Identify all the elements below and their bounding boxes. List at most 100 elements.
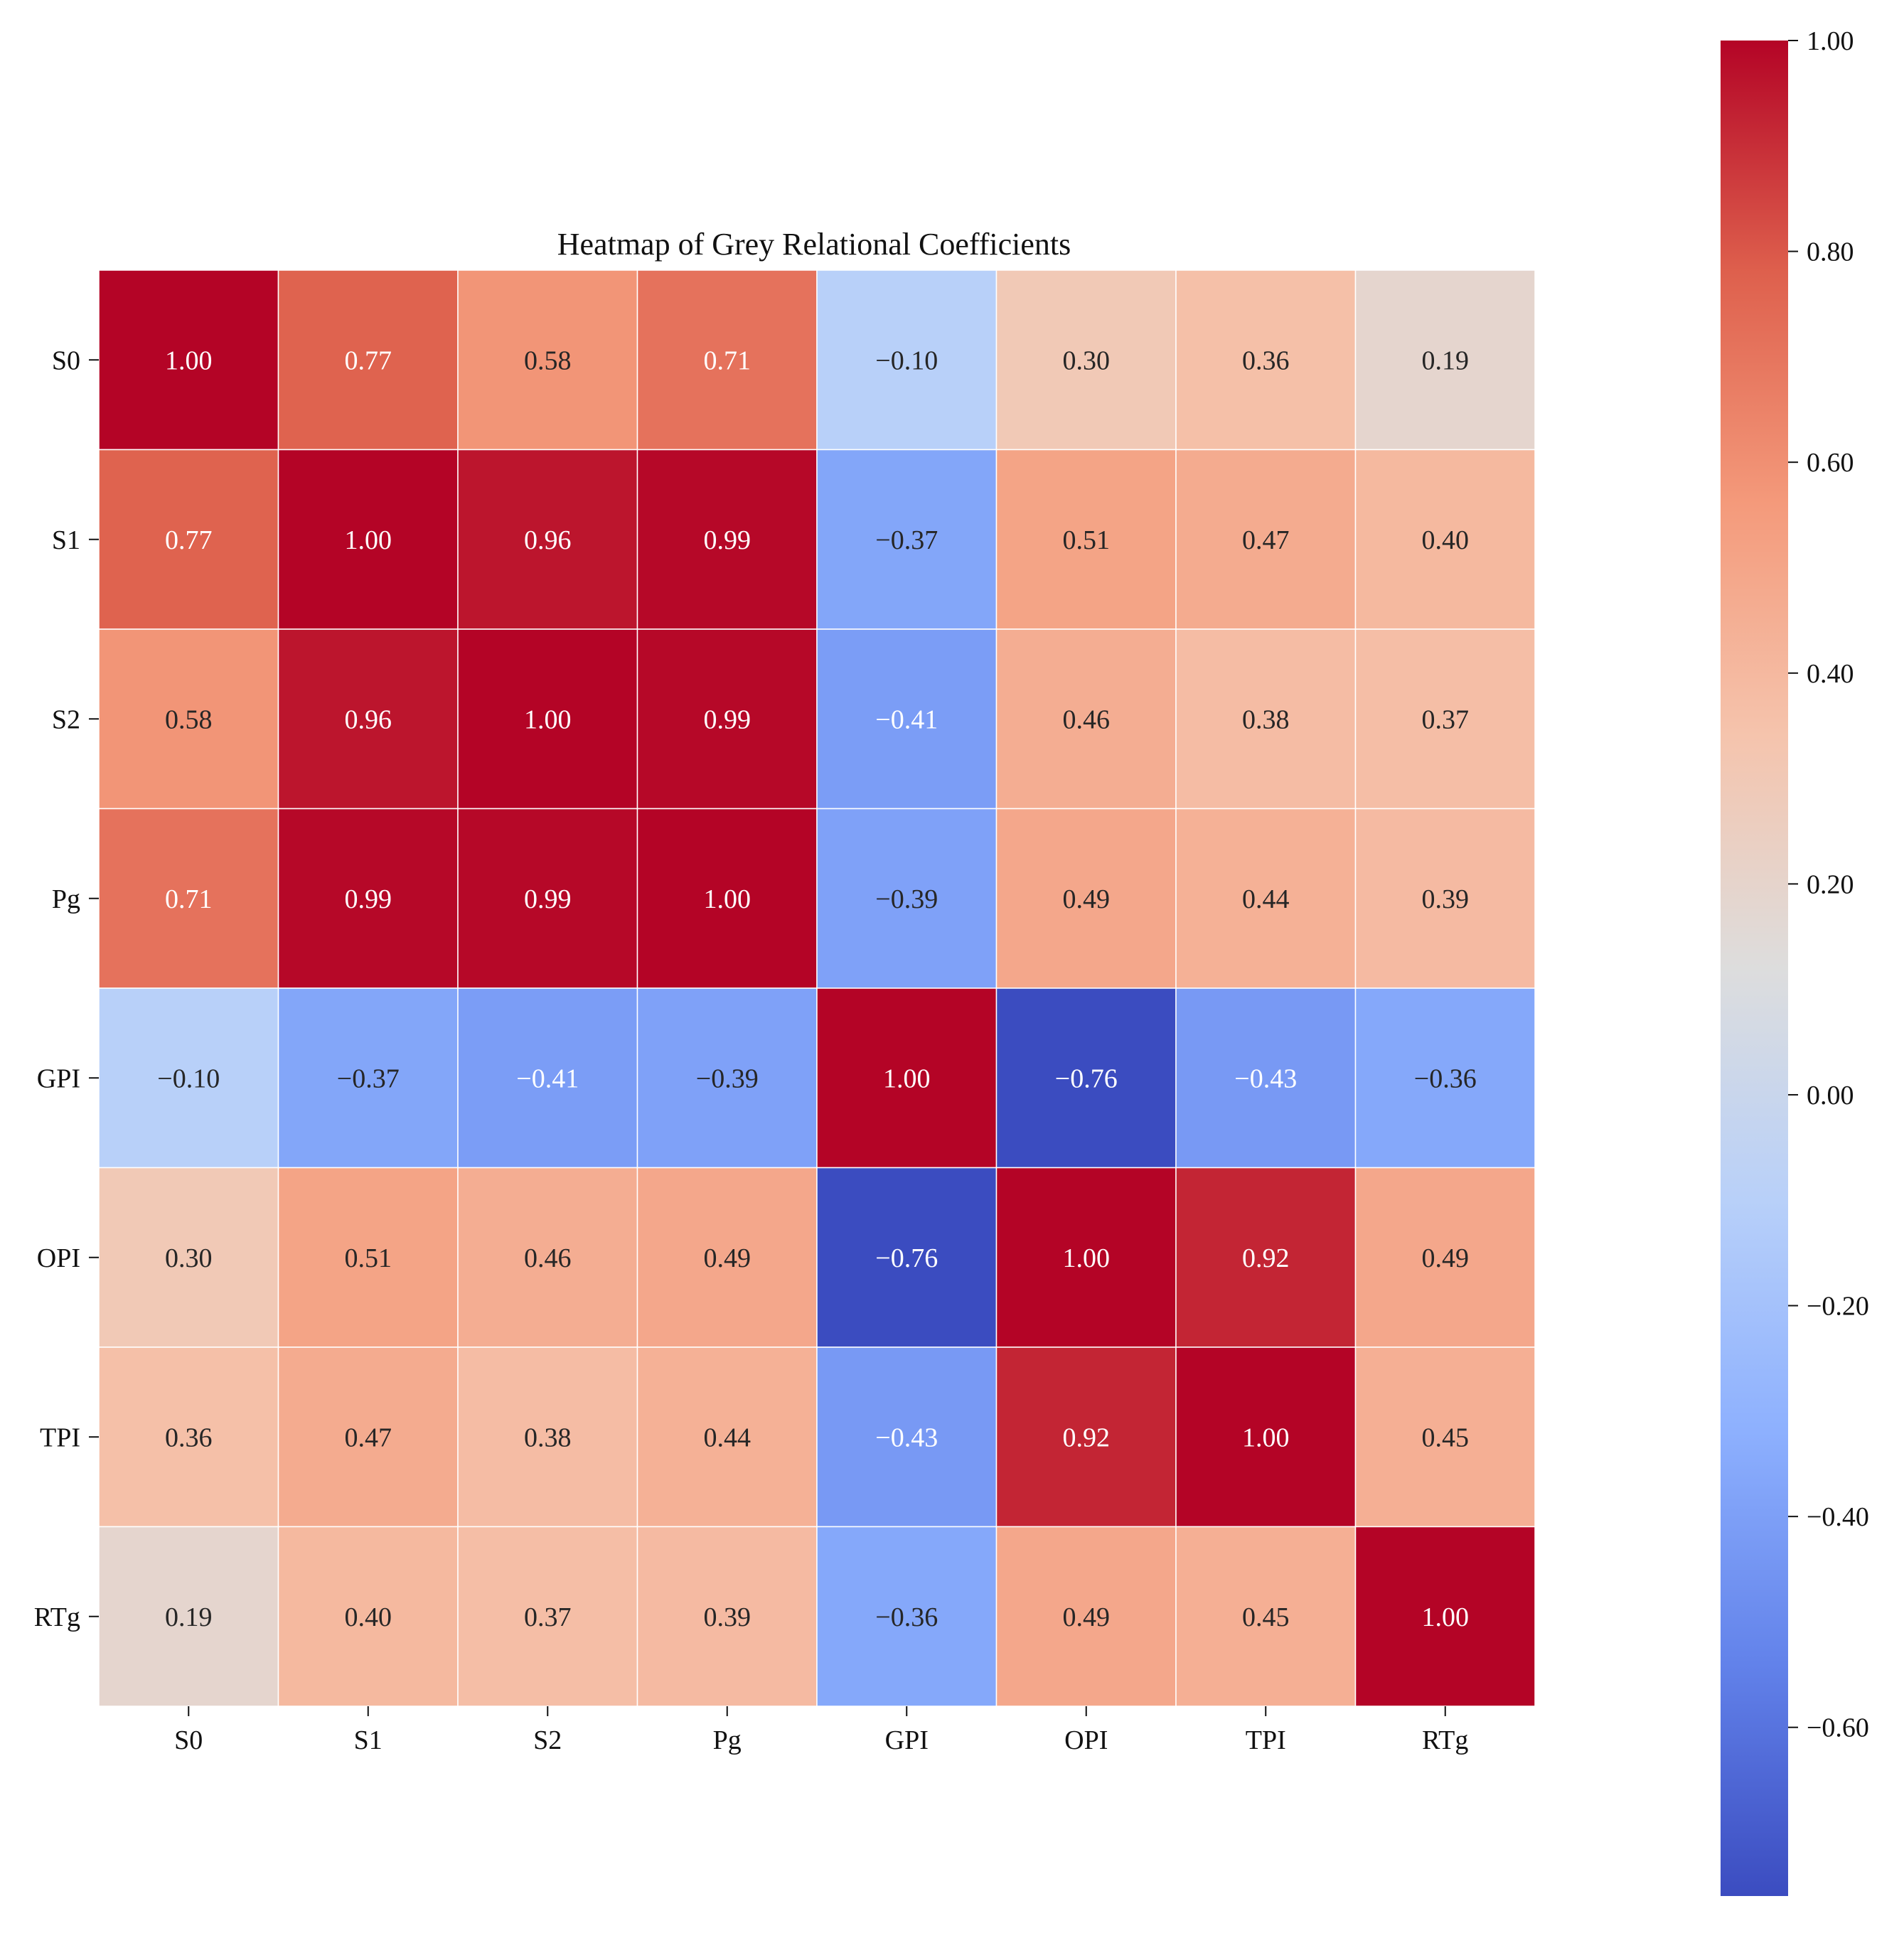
heatmap-cell bbox=[1354, 628, 1536, 810]
row-tick-label: RTg bbox=[34, 1602, 80, 1632]
heatmap-cell bbox=[457, 628, 638, 810]
cell-value-label: 1.00 bbox=[524, 705, 572, 734]
cell-value-label: −0.43 bbox=[875, 1423, 938, 1452]
cell-value-label: 1.00 bbox=[165, 346, 213, 375]
cell-value-label: 0.92 bbox=[1242, 1243, 1290, 1273]
heatmap-cell bbox=[816, 1346, 998, 1528]
heatmap-cell bbox=[277, 1167, 459, 1348]
column-tick-label: S1 bbox=[354, 1725, 383, 1755]
cell-value-label: −0.36 bbox=[875, 1602, 938, 1632]
cell-value-label: 0.49 bbox=[1063, 884, 1111, 914]
heatmap-cell bbox=[277, 628, 459, 810]
heatmap-cell bbox=[816, 269, 998, 451]
colorbar-tick-label: 0.60 bbox=[1807, 448, 1854, 478]
cell-value-label: 0.58 bbox=[165, 705, 213, 734]
cell-value-label: 0.51 bbox=[345, 1243, 392, 1273]
colorbar: 1.00 0.80 0.60 0.40 0.20 0.00 −0.20 −0.40 −0.60 bbox=[1721, 26, 1869, 1896]
heatmap-cell bbox=[1354, 1167, 1536, 1348]
cell-value-label: −0.41 bbox=[875, 705, 938, 734]
cell-value-label: 0.58 bbox=[524, 346, 572, 375]
cell-value-label: 0.39 bbox=[704, 1602, 752, 1632]
cell-value-label: 0.40 bbox=[1422, 525, 1470, 555]
heatmap-cell bbox=[98, 808, 279, 989]
column-tick-label: OPI bbox=[1064, 1725, 1108, 1755]
cell-value-label: 0.19 bbox=[1422, 346, 1470, 375]
heatmap-cell bbox=[98, 628, 279, 810]
cell-value-label: 0.40 bbox=[345, 1602, 392, 1632]
cell-value-label: 1.00 bbox=[345, 525, 392, 555]
colorbar-tick-label: 0.00 bbox=[1807, 1081, 1854, 1110]
cell-value-label: −0.10 bbox=[875, 346, 938, 375]
cell-value-label: 0.37 bbox=[524, 1602, 572, 1632]
cell-value-label: 0.38 bbox=[524, 1423, 572, 1452]
heatmap-cell bbox=[277, 269, 459, 451]
heatmap-cell bbox=[995, 449, 1177, 630]
row-tick-label: TPI bbox=[40, 1423, 80, 1452]
colorbar-tick-label: −0.60 bbox=[1807, 1713, 1869, 1743]
cell-value-label: 0.30 bbox=[1063, 346, 1111, 375]
cell-value-label: 0.77 bbox=[345, 346, 392, 375]
cell-value-label: 0.44 bbox=[1242, 884, 1290, 914]
heatmap-cell bbox=[1354, 449, 1536, 630]
cell-value-label: −0.43 bbox=[1234, 1064, 1297, 1093]
cell-value-label: 0.71 bbox=[165, 884, 213, 914]
column-tick-label: S0 bbox=[174, 1725, 203, 1755]
heatmap-cell bbox=[636, 1167, 818, 1348]
cell-value-label: 0.71 bbox=[704, 346, 752, 375]
heatmap-cell bbox=[995, 269, 1177, 451]
cell-value-label: 0.19 bbox=[165, 1602, 213, 1632]
heatmap-cell bbox=[1175, 628, 1357, 810]
heatmap-cell bbox=[457, 1346, 638, 1528]
cell-value-label: 1.00 bbox=[704, 884, 752, 914]
cell-value-label: 0.47 bbox=[1242, 525, 1290, 555]
heatmap-cell bbox=[457, 1167, 638, 1348]
cell-value-label: 0.36 bbox=[165, 1423, 213, 1452]
cell-value-label: 0.77 bbox=[165, 525, 213, 555]
heatmap-cell bbox=[277, 808, 459, 989]
cell-value-label: −0.10 bbox=[157, 1064, 220, 1093]
heatmap-cell bbox=[636, 808, 818, 989]
cell-value-label: 0.39 bbox=[1422, 884, 1470, 914]
cell-value-label: 0.99 bbox=[704, 705, 752, 734]
heatmap-cell bbox=[636, 628, 818, 810]
heatmap-cell bbox=[816, 628, 998, 810]
column-tick-label: RTg bbox=[1422, 1725, 1468, 1755]
heatmap-cell bbox=[1175, 808, 1357, 989]
heatmap-cell bbox=[457, 987, 638, 1169]
heatmap-cell bbox=[1175, 449, 1357, 630]
cell-value-label: 0.46 bbox=[524, 1243, 572, 1273]
heatmap-cell bbox=[457, 269, 638, 451]
cell-value-label: −0.37 bbox=[337, 1064, 400, 1093]
chart-title: Heatmap of Grey Relational Coefficients bbox=[557, 227, 1071, 262]
cell-value-label: 0.36 bbox=[1242, 346, 1290, 375]
cell-value-label: 1.00 bbox=[1242, 1423, 1290, 1452]
colorbar-tick-label: −0.20 bbox=[1807, 1292, 1869, 1322]
cell-value-label: −0.39 bbox=[696, 1064, 759, 1093]
heatmap-cell bbox=[1354, 987, 1536, 1169]
cell-value-label: 0.49 bbox=[1422, 1243, 1470, 1273]
heatmap-cell bbox=[1354, 1526, 1536, 1707]
cell-value-label: −0.76 bbox=[1055, 1064, 1118, 1093]
heatmap-cell bbox=[995, 628, 1177, 810]
heatmap-cell bbox=[277, 449, 459, 630]
row-tick-label: OPI bbox=[37, 1243, 80, 1273]
colorbar-tick-label: 0.20 bbox=[1807, 869, 1854, 899]
cell-value-label: 0.99 bbox=[524, 884, 572, 914]
column-tick-label: GPI bbox=[885, 1725, 929, 1755]
heatmap-cell bbox=[1175, 269, 1357, 451]
cell-value-label: 0.49 bbox=[1063, 1602, 1111, 1632]
cell-value-label: −0.36 bbox=[1414, 1064, 1477, 1093]
cell-value-label: 1.00 bbox=[1422, 1602, 1470, 1632]
row-tick-label: S1 bbox=[52, 525, 80, 555]
heatmap-cell bbox=[636, 987, 818, 1169]
cell-value-label: −0.37 bbox=[875, 525, 938, 555]
heatmap-cell bbox=[995, 987, 1177, 1169]
heatmap-cell bbox=[995, 1167, 1177, 1348]
colorbar-tick-label: 0.80 bbox=[1807, 237, 1854, 267]
cell-value-label: 0.47 bbox=[345, 1423, 392, 1452]
column-tick-label: TPI bbox=[1246, 1725, 1286, 1755]
column-axis: S0 S1 S2 Pg GPI OPI TPI RTg bbox=[174, 1706, 1468, 1755]
row-tick-label: Pg bbox=[52, 884, 80, 914]
heatmap-cell bbox=[457, 808, 638, 989]
